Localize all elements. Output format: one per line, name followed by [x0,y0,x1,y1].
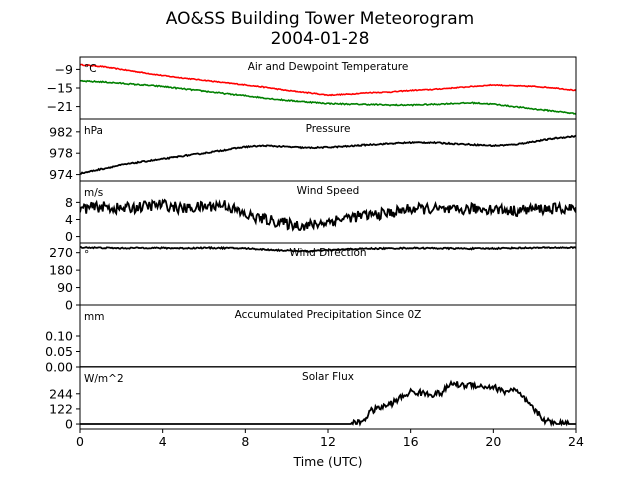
solar_flux-ytick-label: 244 [49,386,73,401]
wind_direction-ytick-label: 180 [49,263,73,278]
temperature-series-line-1 [80,79,576,115]
wind_direction-series-line-0 [80,245,576,253]
xtick-label: 24 [568,434,584,449]
precipitation-ytick-label: 0.05 [45,344,73,359]
xtick-label: 8 [241,434,249,449]
wind_speed-ytick-label: 8 [65,195,73,210]
wind_direction-ytick-label: 0 [65,298,73,313]
wind_direction-panel-title: Wind Direction [289,247,366,259]
temperature-unit-label: °C [84,63,97,75]
xtick-label: 0 [76,434,84,449]
wind_direction-ytick-label: 90 [57,280,73,295]
pressure-ytick-label: 974 [49,167,73,182]
temperature-series-line-0 [80,63,576,97]
wind_speed-panel-title: Wind Speed [297,185,360,197]
solar_flux-ytick-label: 122 [49,401,73,416]
solar_flux-series-line-0 [80,379,576,428]
pressure-ytick-label: 978 [49,146,73,161]
temperature-ytick-label: −15 [47,81,73,96]
panel-precipitation: 0.000.050.10 Accumulated Precipitation Si… [45,304,577,375]
pressure-series-line-0 [80,134,576,175]
figure-title: AO&SS Building Tower Meteorogram [166,9,474,29]
precipitation-ytick-label: 0.00 [45,360,73,375]
wind_speed-series-line-0 [80,198,576,232]
temperature-ytick-label: −21 [47,99,73,114]
panel-temperature: −21 −15 −9 Air and Dewpoint Temperature °C [47,56,577,120]
pressure-panel-title: Pressure [306,123,351,135]
precipitation-panel-title: Accumulated Precipitation Since 0Z [235,309,422,321]
panel-wind_speed: 0 4 8 Wind Speed m/s [65,180,577,244]
solar_flux-ytick-label: 0 [65,417,73,432]
temperature-panel-title: Air and Dewpoint Temperature [248,61,409,73]
figure-date: 2004-01-28 [271,29,370,49]
xtick-label: 12 [320,434,336,449]
xtick-label: 20 [485,434,501,449]
xtick-label: 16 [403,434,419,449]
pressure-unit-label: hPa [84,125,103,137]
wind_speed-ytick-label: 0 [65,229,73,244]
precipitation-ytick-label: 0.10 [45,329,73,344]
wind_speed-ytick-label: 4 [65,212,73,227]
wind_direction-ytick-label: 270 [49,245,73,260]
panel-wind_direction: 0 90 180 270 Wind Direction ° [49,242,577,313]
precipitation-unit-label: mm [84,311,104,323]
xtick-label: 4 [159,434,167,449]
wind_speed-unit-label: m/s [84,187,103,199]
wind_direction-unit-label: ° [84,249,89,261]
solar_flux-panel-title: Solar Flux [302,371,354,383]
pressure-ytick-label: 982 [49,124,73,139]
temperature-ytick-label: −9 [55,62,73,77]
panel-pressure: 974 978 982 Pressure hPa [49,118,577,182]
x-axis-label: Time (UTC) [292,454,362,469]
solar_flux-unit-label: W/m^2 [84,373,124,385]
panels-group: −21 −15 −9 Air and Dewpoint Temperature °C 97… [45,56,584,449]
